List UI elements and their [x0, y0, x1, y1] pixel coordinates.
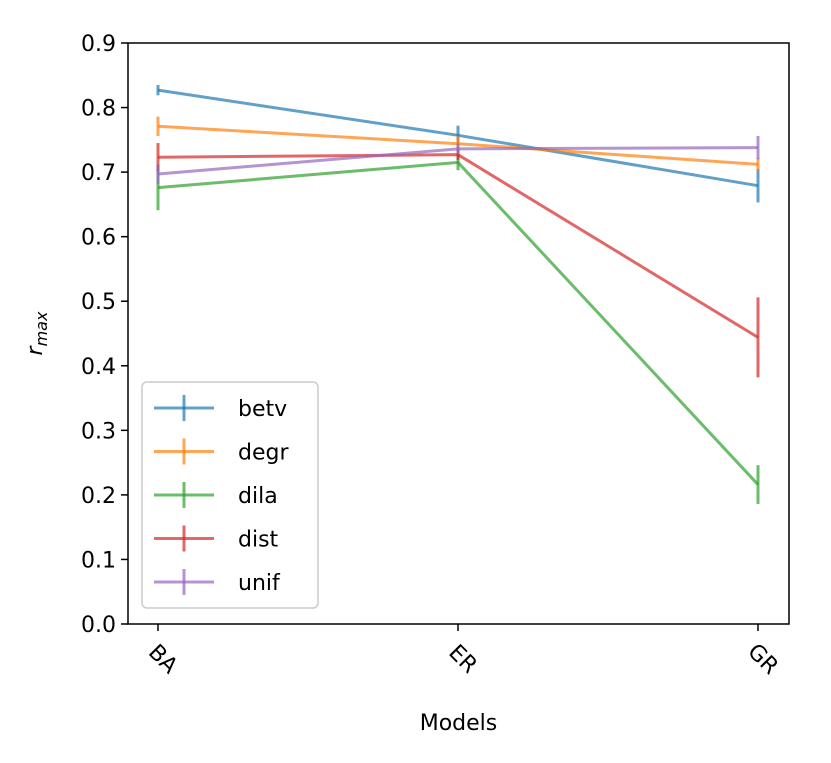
- y-tick-label: 0.4: [81, 355, 116, 380]
- y-tick-label: 0.9: [81, 32, 116, 57]
- x-axis-label: Models: [420, 711, 498, 736]
- legend-label-betv: betv: [238, 397, 287, 422]
- legend-label-dila: dila: [238, 484, 278, 509]
- y-tick-label: 0.8: [81, 97, 116, 122]
- y-tick-label: 0.0: [81, 613, 116, 638]
- legend: betv degr dila dist unif: [141, 381, 319, 609]
- y-tick-label: 0.6: [81, 226, 116, 251]
- legend-box: [141, 381, 319, 609]
- x-tick-label-er: ER: [443, 640, 481, 678]
- x-tick-label-ba: BA: [143, 640, 182, 679]
- legend-label-unif: unif: [238, 571, 281, 596]
- y-axis-label-sub: max: [32, 311, 51, 346]
- y-tick-label: 0.1: [81, 548, 116, 573]
- y-axis-label-base: r: [23, 344, 48, 355]
- legend-label-dist: dist: [238, 528, 279, 553]
- y-tick-label: 0.3: [81, 419, 116, 444]
- y-axis-label: rmax: [23, 311, 51, 355]
- series-layer: [156, 84, 760, 504]
- legend-label-degr: degr: [238, 441, 289, 466]
- y-tick-label: 0.7: [81, 161, 116, 186]
- series-line-dist: [157, 153, 759, 339]
- x-tick-label-gr: GR: [742, 639, 783, 680]
- axes: 0.0 0.1 0.2 0.3 0.4 0.5 0.6 0.7 0.8 0.9 BA ER GR: [81, 32, 790, 680]
- y-tick-label: 0.2: [81, 484, 116, 509]
- y-tick-label: 0.5: [81, 290, 116, 315]
